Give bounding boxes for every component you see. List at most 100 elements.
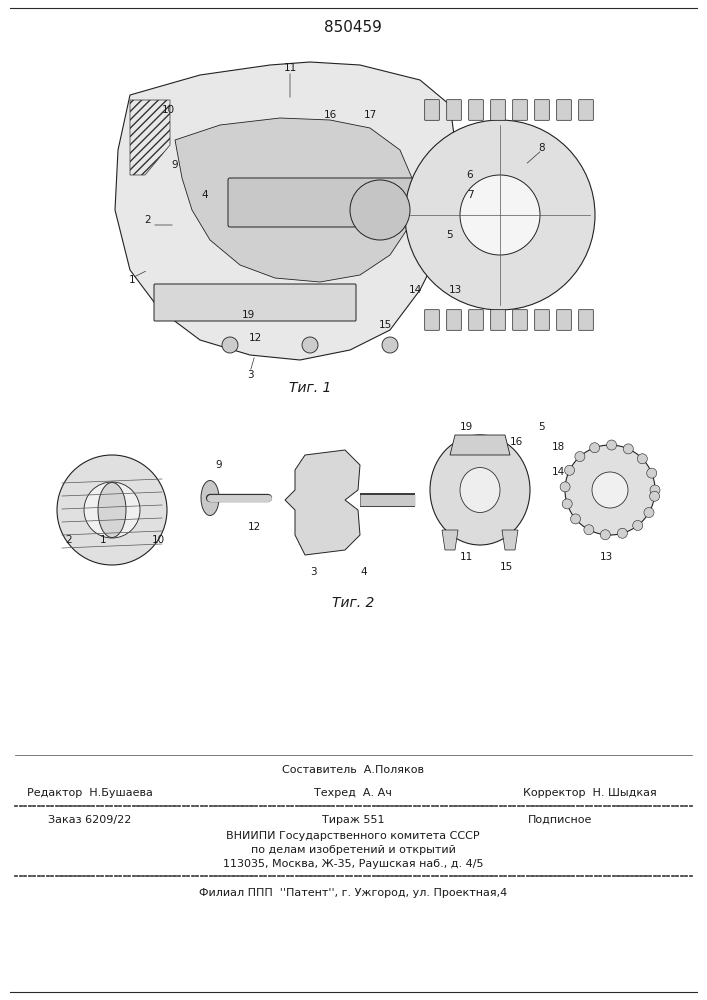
Text: 11: 11 <box>284 63 297 73</box>
Text: 9: 9 <box>215 460 221 470</box>
FancyBboxPatch shape <box>534 100 549 120</box>
Ellipse shape <box>201 481 219 516</box>
Text: 13: 13 <box>600 552 613 562</box>
Text: по делам изобретений и открытий: по делам изобретений и открытий <box>250 845 455 855</box>
Text: 3: 3 <box>310 567 317 577</box>
Text: Подписное: Подписное <box>528 815 592 825</box>
Text: Τиг. 2: Τиг. 2 <box>332 596 374 610</box>
FancyBboxPatch shape <box>447 100 461 120</box>
Text: 19: 19 <box>460 422 473 432</box>
Text: 9: 9 <box>172 160 178 170</box>
Polygon shape <box>285 450 360 555</box>
Circle shape <box>584 525 594 535</box>
Polygon shape <box>115 62 460 360</box>
Text: 14: 14 <box>409 285 421 295</box>
Text: 17: 17 <box>363 110 377 120</box>
Polygon shape <box>502 530 518 550</box>
FancyBboxPatch shape <box>556 100 571 120</box>
Circle shape <box>638 454 648 464</box>
Circle shape <box>624 444 633 454</box>
Text: 2: 2 <box>65 535 71 545</box>
Polygon shape <box>442 530 458 550</box>
Text: 7: 7 <box>467 190 473 200</box>
FancyBboxPatch shape <box>491 310 506 330</box>
Polygon shape <box>450 435 510 455</box>
Circle shape <box>84 482 140 538</box>
Text: Редактор  Н.Бушаева: Редактор Н.Бушаева <box>27 788 153 798</box>
Text: Техред  А. Ач: Техред А. Ач <box>314 788 392 798</box>
Ellipse shape <box>460 468 500 512</box>
Text: 3: 3 <box>247 370 253 380</box>
Text: 10: 10 <box>152 535 165 545</box>
Circle shape <box>350 180 410 240</box>
FancyBboxPatch shape <box>513 310 527 330</box>
Polygon shape <box>175 118 415 282</box>
Circle shape <box>460 175 540 255</box>
Circle shape <box>575 452 585 462</box>
Text: 18: 18 <box>552 442 566 452</box>
Circle shape <box>650 485 660 495</box>
Circle shape <box>650 491 660 501</box>
Circle shape <box>565 465 575 475</box>
Text: 4: 4 <box>360 567 367 577</box>
Ellipse shape <box>430 435 530 545</box>
FancyBboxPatch shape <box>469 100 484 120</box>
Ellipse shape <box>98 483 126 538</box>
Circle shape <box>302 337 318 353</box>
Circle shape <box>382 337 398 353</box>
Text: Тираж 551: Тираж 551 <box>322 815 384 825</box>
Text: 8: 8 <box>539 143 545 153</box>
FancyBboxPatch shape <box>228 178 432 227</box>
FancyBboxPatch shape <box>579 310 593 330</box>
Text: Корректор  Н. Шыдкая: Корректор Н. Шыдкая <box>523 788 657 798</box>
Text: 12: 12 <box>248 333 262 343</box>
Text: 15: 15 <box>378 320 392 330</box>
Text: Составитель  А.Поляков: Составитель А.Поляков <box>282 765 424 775</box>
Circle shape <box>405 120 595 310</box>
Text: 15: 15 <box>500 562 513 572</box>
Text: 13: 13 <box>448 285 462 295</box>
Text: 1: 1 <box>100 535 107 545</box>
FancyBboxPatch shape <box>556 310 571 330</box>
Text: 113035, Москва, Ж-35, Раушская наб., д. 4/5: 113035, Москва, Ж-35, Раушская наб., д. … <box>223 859 484 869</box>
Circle shape <box>57 455 167 565</box>
FancyBboxPatch shape <box>425 100 439 120</box>
Text: 6: 6 <box>467 170 473 180</box>
FancyBboxPatch shape <box>447 310 461 330</box>
Text: 2: 2 <box>145 215 151 225</box>
FancyBboxPatch shape <box>513 100 527 120</box>
Text: 12: 12 <box>248 522 262 532</box>
FancyBboxPatch shape <box>579 100 593 120</box>
Circle shape <box>647 468 657 478</box>
Circle shape <box>592 472 628 508</box>
FancyBboxPatch shape <box>425 310 439 330</box>
FancyBboxPatch shape <box>154 284 356 321</box>
Circle shape <box>571 514 580 524</box>
Text: 1: 1 <box>129 275 135 285</box>
Text: Филиал ППП  ''Патент'', г. Ужгород, ул. Проектная,4: Филиал ППП ''Патент'', г. Ужгород, ул. П… <box>199 888 507 898</box>
Circle shape <box>565 445 655 535</box>
Circle shape <box>644 508 654 518</box>
Circle shape <box>590 443 600 453</box>
Circle shape <box>560 482 570 492</box>
Text: Заказ 6209/22: Заказ 6209/22 <box>48 815 132 825</box>
FancyBboxPatch shape <box>469 310 484 330</box>
Text: ВНИИПИ Государственного комитета СССР: ВНИИПИ Государственного комитета СССР <box>226 831 480 841</box>
Text: 850459: 850459 <box>324 20 382 35</box>
Text: 14: 14 <box>552 467 566 477</box>
Circle shape <box>617 528 627 538</box>
Text: 19: 19 <box>241 310 255 320</box>
Text: 16: 16 <box>510 437 523 447</box>
FancyBboxPatch shape <box>534 310 549 330</box>
Circle shape <box>600 530 610 540</box>
Text: 11: 11 <box>460 552 473 562</box>
FancyBboxPatch shape <box>491 100 506 120</box>
Text: 16: 16 <box>323 110 337 120</box>
Circle shape <box>633 520 643 530</box>
Text: 5: 5 <box>538 422 544 432</box>
Text: 10: 10 <box>161 105 175 115</box>
Circle shape <box>607 440 617 450</box>
Text: 5: 5 <box>447 230 453 240</box>
Circle shape <box>562 499 572 509</box>
Text: Τиг. 1: Τиг. 1 <box>289 381 331 395</box>
